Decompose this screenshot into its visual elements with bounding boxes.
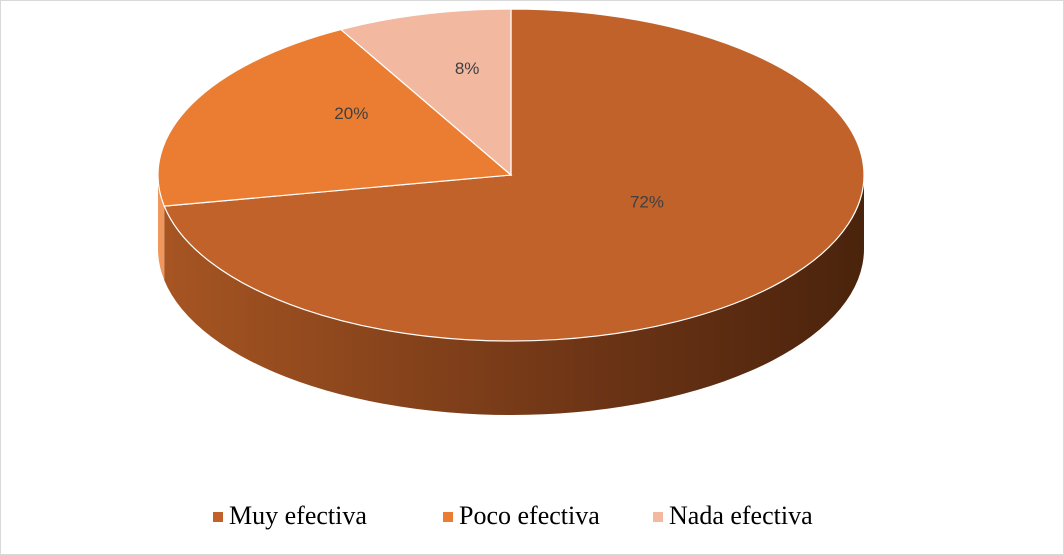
data-label: 72% <box>630 192 664 211</box>
slice <box>157 28 513 207</box>
data-label: 20% <box>334 104 368 123</box>
legend-swatch <box>213 512 223 522</box>
legend-label: Nada efectiva <box>669 501 813 530</box>
slice-side <box>164 175 865 415</box>
legend-swatch <box>653 512 663 522</box>
data-label: 8% <box>455 59 480 78</box>
slice <box>163 8 865 342</box>
legend-swatch <box>443 512 453 522</box>
legend-label: Muy efectiva <box>229 501 367 530</box>
slice <box>339 8 512 177</box>
legend-label: Poco efectiva <box>459 501 600 530</box>
slice-side <box>158 175 165 281</box>
